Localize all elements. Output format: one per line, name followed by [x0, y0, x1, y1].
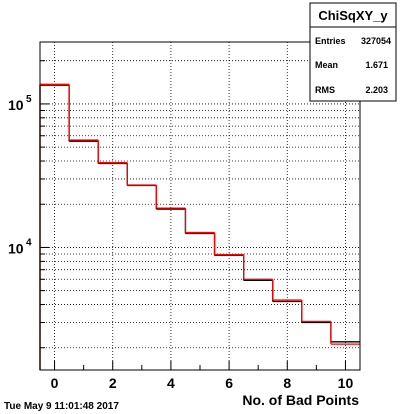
x-tick-label: 4	[167, 375, 175, 391]
stats-mean-label: Mean	[315, 60, 338, 70]
x-tick-label: 0	[51, 375, 59, 391]
series-black	[39, 84, 360, 370]
series-red	[39, 83, 360, 370]
y-tick-label: 10	[8, 240, 24, 256]
stats-rms-label: RMS	[315, 85, 335, 95]
y-tick-label-exponent: 5	[26, 94, 32, 105]
axis-ticks	[40, 60, 346, 370]
y-tick-label-exponent: 4	[26, 237, 32, 248]
stats-box: ChiSqXY_y Entries 327054 Mean 1.671 RMS …	[309, 2, 397, 102]
y-tick-label: 10	[8, 97, 24, 113]
stats-mean-value: 1.671	[365, 60, 388, 70]
x-axis-title: No. of Bad Points	[242, 392, 359, 408]
stats-rms-value: 2.203	[365, 85, 388, 95]
x-tick-label: 6	[225, 375, 233, 391]
stats-entries-value: 327054	[361, 36, 391, 46]
x-tick-label: 2	[109, 375, 117, 391]
stats-title: ChiSqXY_y	[318, 8, 388, 23]
x-tick-label: 10	[338, 375, 354, 391]
grid-lines	[40, 42, 360, 370]
x-tick-label: 8	[283, 375, 291, 391]
stats-entries-label: Entries	[315, 36, 346, 46]
timestamp: Tue May 9 11:01:48 2017	[4, 401, 119, 412]
histogram-series	[39, 83, 360, 370]
